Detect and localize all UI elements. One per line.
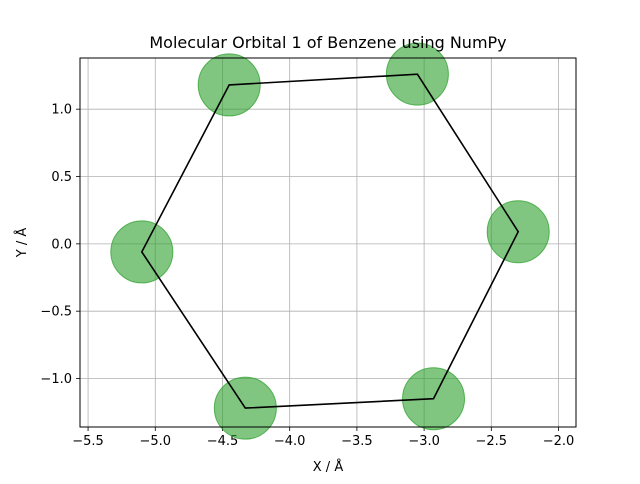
y-tick-label: −1.0 <box>40 372 72 387</box>
x-tick-label: −5.5 <box>72 434 104 449</box>
y-tick-label: 0.5 <box>51 170 72 185</box>
chart-title: Molecular Orbital 1 of Benzene using Num… <box>149 33 506 52</box>
y-axis-ticks: −1.0 −0.5 0.0 0.5 1.0 <box>40 103 80 387</box>
benzene-ring <box>140 73 520 409</box>
ring-line <box>140 73 520 409</box>
x-tick-label: −3.0 <box>408 434 440 449</box>
orbital-markers <box>110 42 550 440</box>
x-tick-label: −4.0 <box>274 434 306 449</box>
x-tick-label: −4.5 <box>207 434 239 449</box>
x-axis-ticks: −5.5 −5.0 −4.5 −4.0 −3.5 −3.0 −2.5 −2.0 <box>72 427 574 449</box>
y-tick-label: 1.0 <box>51 103 72 118</box>
x-axis-label: X / Å <box>313 459 344 475</box>
x-tick-label: −5.0 <box>139 434 171 449</box>
y-tick-label: −0.5 <box>40 305 72 320</box>
x-tick-label: −2.5 <box>476 434 508 449</box>
plot-area-frame <box>79 57 577 428</box>
x-tick-label: −3.5 <box>341 434 373 449</box>
y-axis-label: Y / Å <box>14 228 30 259</box>
x-tick-label: −2.0 <box>543 434 575 449</box>
y-tick-label: 0.0 <box>51 237 72 252</box>
